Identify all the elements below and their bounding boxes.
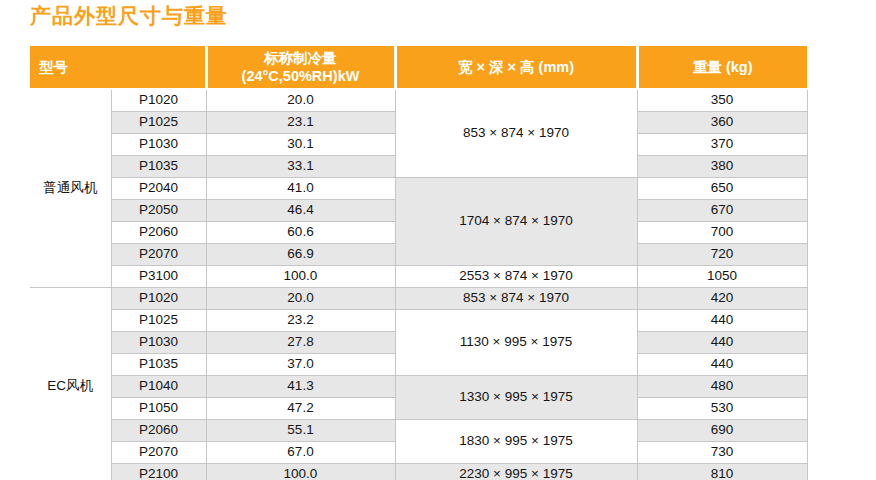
cooling-capacity-cell: 67.0 bbox=[206, 442, 395, 464]
dimensions-cell: 853 × 874 × 1970 bbox=[395, 89, 637, 178]
group-label-standard-fan: 普通风机 bbox=[30, 89, 111, 288]
weight-cell: 670 bbox=[637, 200, 807, 222]
cooling-capacity-cell: 66.9 bbox=[206, 244, 395, 266]
dimensions-cell: 2553 × 874 × 1970 bbox=[395, 266, 637, 288]
cooling-capacity-cell: 46.4 bbox=[206, 200, 395, 222]
model-cell: P2070 bbox=[111, 442, 206, 464]
dimensions-cell: 853 × 874 × 1970 bbox=[395, 288, 637, 310]
cooling-capacity-cell: 47.2 bbox=[206, 398, 395, 420]
spec-table: 型号 标称制冷量 (24°C,50%RH)kW 宽 × 深 × 高 (mm) 重… bbox=[30, 46, 808, 480]
cooling-capacity-cell: 23.1 bbox=[206, 112, 395, 134]
model-cell: P1050 bbox=[111, 398, 206, 420]
cooling-capacity-cell: 23.2 bbox=[206, 310, 395, 332]
model-cell: P2060 bbox=[111, 420, 206, 442]
cooling-capacity-cell: 60.6 bbox=[206, 222, 395, 244]
cooling-capacity-cell: 55.1 bbox=[206, 420, 395, 442]
cooling-capacity-cell: 100.0 bbox=[206, 266, 395, 288]
weight-cell: 440 bbox=[637, 310, 807, 332]
table-row: EC风机P102020.0853 × 874 × 1970420 bbox=[30, 288, 807, 310]
weight-cell: 440 bbox=[637, 354, 807, 376]
table-row: P2100100.02230 × 995 × 1975810 bbox=[30, 464, 807, 480]
model-cell: P1040 bbox=[111, 376, 206, 398]
table-body: 普通风机P102020.0853 × 874 × 1970350P102523.… bbox=[30, 89, 807, 480]
model-cell: P1035 bbox=[111, 354, 206, 376]
weight-cell: 690 bbox=[637, 420, 807, 442]
model-cell: P1030 bbox=[111, 134, 206, 156]
dimensions-cell: 1330 × 995 × 1975 bbox=[395, 376, 637, 420]
header-dimensions: 宽 × 深 × 高 (mm) bbox=[395, 46, 637, 89]
page: 产品外型尺寸与重量 型号 标称制冷量 (24°C,50%RH)kW 宽 × 深 … bbox=[0, 0, 876, 480]
table-row: P104041.31330 × 995 × 1975480 bbox=[30, 376, 807, 398]
header-row: 型号 标称制冷量 (24°C,50%RH)kW 宽 × 深 × 高 (mm) 重… bbox=[30, 46, 807, 89]
cooling-capacity-cell: 41.0 bbox=[206, 178, 395, 200]
cooling-capacity-cell: 37.0 bbox=[206, 354, 395, 376]
weight-cell: 1050 bbox=[637, 266, 807, 288]
model-cell: P1025 bbox=[111, 310, 206, 332]
weight-cell: 370 bbox=[637, 134, 807, 156]
weight-cell: 730 bbox=[637, 442, 807, 464]
cooling-capacity-cell: 41.3 bbox=[206, 376, 395, 398]
weight-cell: 810 bbox=[637, 464, 807, 480]
weight-cell: 530 bbox=[637, 398, 807, 420]
dimensions-cell: 1704 × 874 × 1970 bbox=[395, 178, 637, 266]
weight-cell: 440 bbox=[637, 332, 807, 354]
model-cell: P2100 bbox=[111, 464, 206, 480]
model-cell: P2040 bbox=[111, 178, 206, 200]
weight-cell: 380 bbox=[637, 156, 807, 178]
model-cell: P1020 bbox=[111, 89, 206, 112]
table-row: P3100100.02553 × 874 × 19701050 bbox=[30, 266, 807, 288]
model-cell: P1030 bbox=[111, 332, 206, 354]
weight-cell: 700 bbox=[637, 222, 807, 244]
dimensions-cell: 1130 × 995 × 1975 bbox=[395, 310, 637, 376]
header-cooling-line1: 标称制冷量 bbox=[208, 49, 394, 67]
model-cell: P2070 bbox=[111, 244, 206, 266]
header-model: 型号 bbox=[30, 46, 206, 89]
cooling-capacity-cell: 27.8 bbox=[206, 332, 395, 354]
cooling-capacity-cell: 20.0 bbox=[206, 288, 395, 310]
table-row: 普通风机P102020.0853 × 874 × 1970350 bbox=[30, 89, 807, 112]
dimensions-cell: 1830 × 995 × 1975 bbox=[395, 420, 637, 464]
model-cell: P1020 bbox=[111, 288, 206, 310]
header-cooling-line2: (24°C,50%RH)kW bbox=[208, 67, 394, 85]
weight-cell: 420 bbox=[637, 288, 807, 310]
model-cell: P2060 bbox=[111, 222, 206, 244]
weight-cell: 480 bbox=[637, 376, 807, 398]
weight-cell: 650 bbox=[637, 178, 807, 200]
header-weight: 重量 (kg) bbox=[637, 46, 807, 89]
cooling-capacity-cell: 100.0 bbox=[206, 464, 395, 480]
cooling-capacity-cell: 30.1 bbox=[206, 134, 395, 156]
table-row: P206055.11830 × 995 × 1975690 bbox=[30, 420, 807, 442]
model-cell: P3100 bbox=[111, 266, 206, 288]
weight-cell: 720 bbox=[637, 244, 807, 266]
model-cell: P2050 bbox=[111, 200, 206, 222]
dimensions-cell: 2230 × 995 × 1975 bbox=[395, 464, 637, 480]
header-cooling-capacity: 标称制冷量 (24°C,50%RH)kW bbox=[206, 46, 395, 89]
cooling-capacity-cell: 20.0 bbox=[206, 89, 395, 112]
cooling-capacity-cell: 33.1 bbox=[206, 156, 395, 178]
table-row: P204041.01704 × 874 × 1970650 bbox=[30, 178, 807, 200]
model-cell: P1025 bbox=[111, 112, 206, 134]
weight-cell: 350 bbox=[637, 89, 807, 112]
table-row: P102523.21130 × 995 × 1975440 bbox=[30, 310, 807, 332]
model-cell: P1035 bbox=[111, 156, 206, 178]
page-title: 产品外型尺寸与重量 bbox=[30, 2, 228, 30]
group-label-ec-fan: EC风机 bbox=[30, 288, 111, 480]
weight-cell: 360 bbox=[637, 112, 807, 134]
